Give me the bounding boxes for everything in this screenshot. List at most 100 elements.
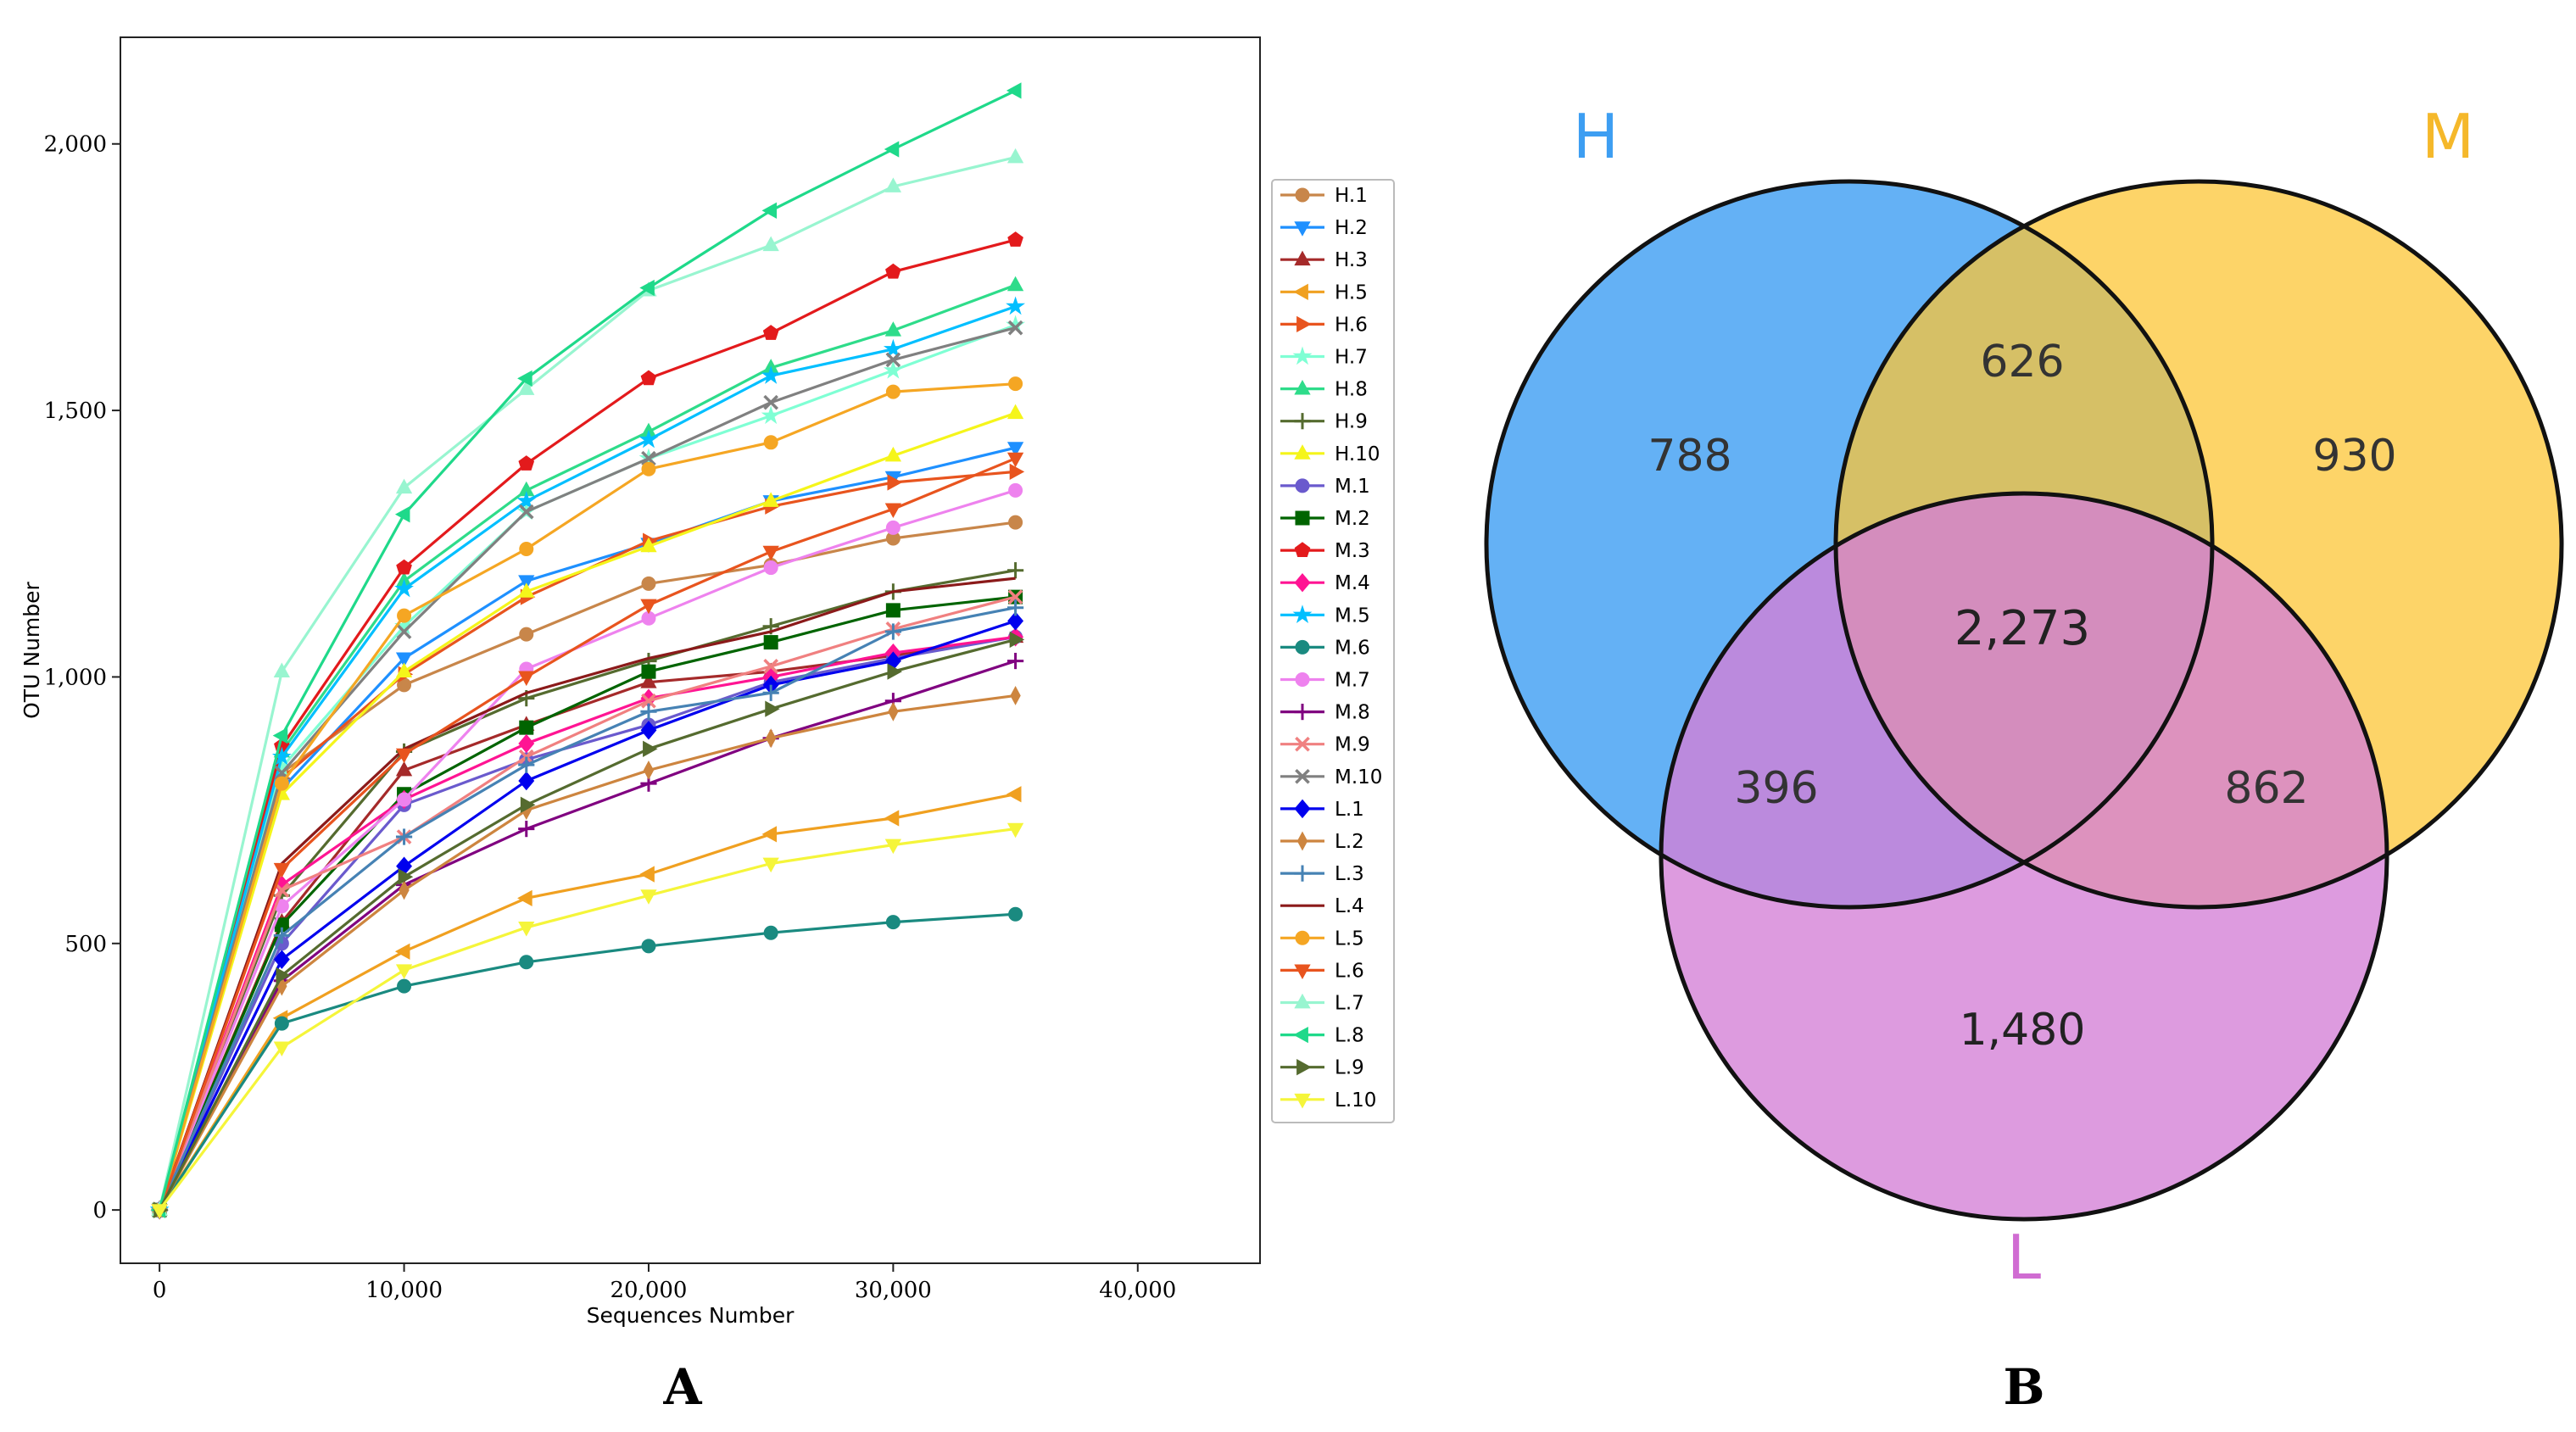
legend-marker <box>1294 964 1311 980</box>
data-point-L.10 <box>395 964 413 979</box>
legend-marker <box>1295 187 1310 203</box>
series-line-H.5 <box>158 793 1016 1211</box>
data-point-L.3 <box>1006 599 1024 616</box>
panel-label-a: A <box>662 1358 702 1416</box>
legend-label: L.9 <box>1335 1057 1364 1079</box>
data-point-L.5 <box>519 542 534 557</box>
series-H.2 <box>151 442 1024 1219</box>
venn-region-h-m-l: 2,273 <box>1954 601 2090 656</box>
data-point-L.6 <box>518 671 535 687</box>
data-point-L.10 <box>1006 822 1024 839</box>
data-point-M.3 <box>1007 231 1023 247</box>
legend-label: M.8 <box>1335 702 1370 724</box>
series-H.5 <box>150 786 1022 1218</box>
data-point-M.4 <box>518 733 535 754</box>
data-point-H.2 <box>1006 442 1024 457</box>
data-point-M.3 <box>640 370 657 386</box>
legend-label: M.4 <box>1335 572 1370 594</box>
data-point-M.6 <box>763 925 778 940</box>
legend-label: H.8 <box>1335 379 1368 401</box>
venn-region-h-only: 788 <box>1648 431 1731 482</box>
series-line-L.7 <box>158 155 1016 1211</box>
legend-frame <box>1271 179 1395 1123</box>
legend-entry-H.6: H.6 <box>1280 314 1368 336</box>
y-axis-label: OTU Number <box>20 581 44 718</box>
legend-label: M.7 <box>1335 670 1370 692</box>
data-point-H.3 <box>395 761 413 777</box>
data-point-M.2 <box>763 635 778 650</box>
data-point-M.5 <box>883 338 903 358</box>
data-point-M.5 <box>271 746 292 766</box>
legend: H.1 H.2 H.3 H.5 H.6 H.7 H.8 H.9 H.10 M.1 M.2 M.3 M.4… <box>1271 179 1395 1123</box>
legend-entry-M.1: M.1 <box>1280 476 1370 498</box>
data-point-H.5 <box>761 826 778 843</box>
legend-label: L.3 <box>1335 863 1364 885</box>
data-point-M.2 <box>519 720 534 735</box>
series-line-M.10 <box>158 326 1017 1211</box>
data-point-L.10 <box>640 889 657 905</box>
data-point-L.2 <box>766 728 777 749</box>
data-point-L.2 <box>399 880 410 900</box>
data-point-M.6 <box>1008 906 1023 922</box>
legend-label: H.2 <box>1335 217 1368 239</box>
legend-label: M.3 <box>1335 540 1370 562</box>
data-point-M.9 <box>274 883 290 898</box>
data-point-M.3 <box>518 455 535 471</box>
legend-label: L.5 <box>1335 928 1364 950</box>
data-point-M.7 <box>1008 482 1023 498</box>
legend-entry-M.6: M.6 <box>1280 637 1370 659</box>
legend-entry-M.7: M.7 <box>1280 670 1370 692</box>
venn-region-m-only: 930 <box>2312 431 2396 482</box>
series-M.5 <box>149 296 1026 1218</box>
data-point-H.7 <box>761 405 781 425</box>
data-point-M.5 <box>516 490 537 510</box>
legend-label: H.6 <box>1335 314 1368 336</box>
data-point-L.8 <box>1006 82 1022 99</box>
data-point-L.8 <box>394 506 410 523</box>
x-tick-label: 0 <box>153 1278 167 1303</box>
y-tick-label: 500 <box>64 932 107 957</box>
data-point-L.9 <box>520 796 536 813</box>
series-L.7 <box>151 148 1024 1217</box>
data-point-L.3 <box>884 623 901 640</box>
data-point-L.6 <box>273 862 290 878</box>
legend-label: L.7 <box>1335 993 1364 1015</box>
x-axis-label: Sequences Number <box>587 1303 795 1328</box>
legend-entry-L.2: L.2 <box>1280 831 1364 853</box>
venn-outline-l <box>1659 491 2389 1222</box>
series-line-M.8 <box>158 660 1017 1211</box>
venn-region-h-l: 396 <box>1734 763 1818 814</box>
data-point-H.1 <box>1008 515 1023 530</box>
legend-entry-H.1: H.1 <box>1280 185 1368 207</box>
data-point-H.6 <box>887 474 903 491</box>
data-point-M.10 <box>396 624 412 639</box>
venn-diagram: H M L 788 930 1,480 626 396 862 2,273 B <box>1484 101 2564 1416</box>
data-point-L.6 <box>1006 452 1024 468</box>
venn-region-m-l: 862 <box>2224 763 2308 814</box>
legend-entry-H.10: H.10 <box>1280 443 1380 465</box>
legend-label: M.9 <box>1335 734 1370 756</box>
data-point-M.2 <box>885 603 900 618</box>
data-point-L.8 <box>272 727 288 744</box>
data-point-M.3 <box>885 263 901 279</box>
data-point-L.9 <box>1009 631 1025 649</box>
legend-label: L.8 <box>1335 1025 1364 1047</box>
data-point-L.10 <box>884 839 902 855</box>
y-tick-label: 1,000 <box>44 665 107 690</box>
data-point-H.7 <box>883 359 903 379</box>
legend-marker <box>1293 283 1308 300</box>
legend-marker <box>1294 221 1311 237</box>
data-point-H.8 <box>884 321 902 337</box>
data-point-M.9 <box>1007 589 1023 605</box>
panel-label-b: B <box>2003 1358 2044 1416</box>
legend-label: M.2 <box>1335 508 1370 530</box>
data-point-L.3 <box>762 684 779 701</box>
data-point-H.10 <box>762 492 779 507</box>
legend-marker <box>1294 573 1311 593</box>
data-point-M.6 <box>885 915 900 930</box>
data-point-H.2 <box>518 575 535 590</box>
venn-region-l-only: 1,480 <box>1960 1005 2086 1056</box>
data-point-H.10 <box>884 446 902 462</box>
series-line-M.9 <box>158 595 1017 1211</box>
